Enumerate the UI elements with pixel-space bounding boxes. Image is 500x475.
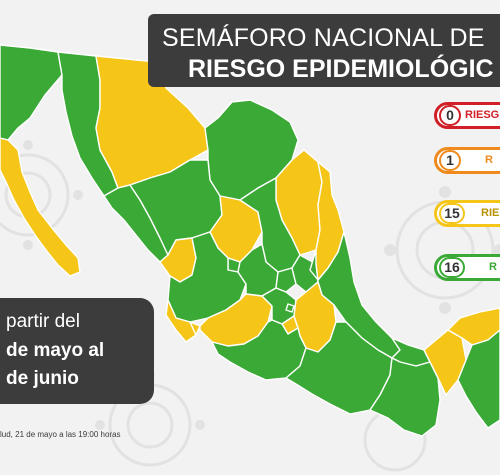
state-guerrero (211, 319, 307, 381)
legend-item-yellow: 15 RIE (434, 200, 500, 227)
legend-label-red: RIESG (465, 109, 500, 121)
legend-item-green: 16 R (434, 254, 500, 281)
state-chiapas (369, 357, 441, 437)
title-banner: SEMÁFORO NACIONAL DE RIESGO EPIDEMIOLÓGI… (148, 14, 500, 87)
legend-count-orange: 1 (439, 150, 461, 171)
state-colima (189, 321, 201, 336)
state-jalisco-coast (165, 299, 197, 343)
state-queretaro (275, 267, 297, 293)
date-line-3: de junio (6, 368, 79, 389)
source-footnote: lud, 21 de mayo a las 19:00 horas (0, 430, 121, 439)
legend-count-green: 16 (439, 257, 465, 278)
legend-label-orange: R (485, 154, 493, 166)
title-line-1: SEMÁFORO NACIONAL DE (162, 24, 485, 52)
state-cdmx (285, 303, 295, 313)
title-line-2: RIESGO EPIDEMIOLÓGIC (188, 55, 494, 83)
state-quintana-roo (457, 329, 500, 429)
legend-item-orange: 1 R (434, 147, 500, 174)
state-baja-california-sur (0, 137, 81, 277)
legend-label-green: R (489, 261, 497, 273)
legend-label-yellow: RIE (481, 207, 500, 219)
legend-count-yellow: 15 (439, 203, 465, 224)
state-baja-california (0, 44, 63, 141)
state-yucatan (447, 307, 500, 346)
legend-count-red: 0 (439, 105, 461, 126)
date-range-box: partir del de mayo al de junio (0, 298, 154, 404)
date-line-2: de mayo al (6, 340, 105, 361)
legend-item-red: 0 RIESG (434, 102, 500, 129)
date-line-1: partir del (6, 311, 80, 332)
